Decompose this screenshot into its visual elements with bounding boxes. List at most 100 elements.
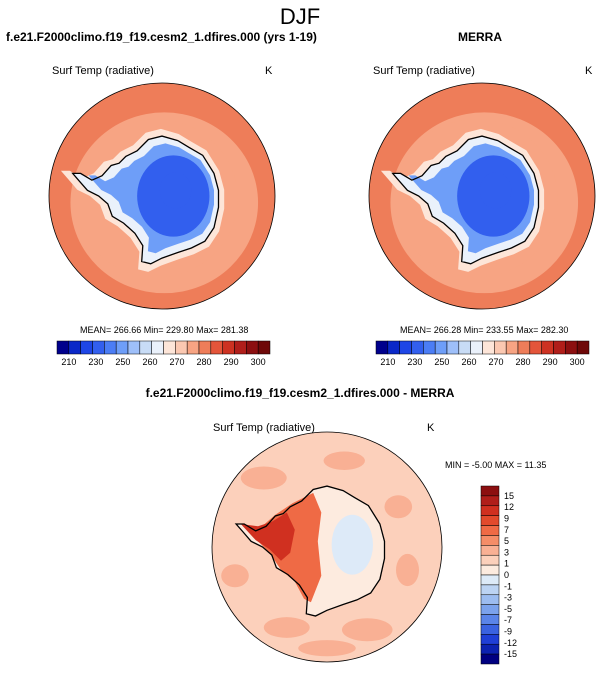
colorbar-swatch — [470, 340, 483, 355]
colorbar-swatch — [480, 604, 500, 615]
colorbar-swatch — [458, 340, 471, 355]
colorbar-swatch — [480, 653, 500, 665]
colorbar-swatch — [480, 594, 500, 605]
colorbar-swatch — [480, 485, 500, 497]
field-ocean-patch — [384, 495, 413, 519]
colorbar-swatch — [480, 564, 500, 576]
field-ocean-patch — [263, 617, 310, 638]
colorbar-swatch — [151, 340, 164, 355]
field-ocean-patch — [323, 451, 365, 470]
field-ocean-patch — [240, 466, 287, 490]
field-ocean-patch — [341, 618, 393, 642]
colorbar-tick-label: 250 — [434, 357, 449, 367]
panel-3-variable-label: Surf Temp (radiative) — [213, 422, 315, 434]
colorbar-tick-label: 280 — [197, 357, 212, 367]
colorbar-swatch — [222, 340, 235, 355]
colorbar-swatch — [163, 340, 176, 355]
field-interior-min — [159, 172, 192, 209]
colorbar-swatch — [434, 340, 448, 355]
colorbar-tick-label: 210 — [380, 357, 395, 367]
colorbar-tick-label: -12 — [504, 638, 517, 648]
colorbar-tick-label: 9 — [504, 513, 509, 523]
colorbar-tick-label: 3 — [504, 547, 509, 557]
map-2 — [368, 82, 596, 310]
colorbar-swatch — [411, 340, 424, 355]
colorbar-swatch — [92, 340, 105, 355]
colorbar-swatch — [446, 340, 460, 355]
map-border — [211, 431, 443, 663]
colorbar-tick-label: 0 — [504, 570, 509, 580]
colorbar-tick-label: -5 — [504, 604, 512, 614]
panel-2-variable-label: Surf Temp (radiative) — [373, 65, 475, 77]
panel-1-title: f.e21.F2000climo.f19_f19.cesm2_1.dfires.… — [6, 30, 317, 44]
panel-1-variable-label: Surf Temp (radiative) — [52, 65, 154, 77]
colorbar-swatch — [480, 554, 500, 566]
coastline — [391, 135, 540, 265]
field-ocean-patch — [396, 553, 419, 587]
panel-2-title: MERRA — [458, 30, 502, 44]
colorbar-swatch — [198, 340, 212, 355]
colorbar-tick-label: 15 — [504, 491, 514, 501]
panel-1-units-label: K — [265, 65, 273, 77]
colorbar-swatch — [175, 340, 188, 355]
map-border — [48, 82, 276, 310]
colorbar-swatch — [482, 340, 495, 355]
colorbar-tick-label: 290 — [224, 357, 239, 367]
panel-2-stats: MEAN= 266.28 Min= 233.55 Max= 282.30 — [400, 325, 569, 335]
colorbar-swatch — [56, 340, 70, 355]
colorbar-swatch — [68, 340, 81, 355]
colorbar-swatch — [480, 535, 500, 546]
colorbar-swatch — [234, 340, 247, 355]
colorbar-swatch — [423, 340, 436, 355]
colorbar-swatch — [480, 634, 500, 645]
colorbar-tick-label: 260 — [142, 357, 157, 367]
colorbar-swatch — [480, 643, 500, 655]
colorbar-tick-label: -9 — [504, 627, 512, 637]
panel-3-units-label: K — [427, 422, 435, 434]
colorbar-swatch — [541, 340, 554, 355]
colorbar-swatch — [480, 495, 500, 507]
field-interior-min — [479, 172, 512, 209]
colorbar-tick-label: 7 — [504, 525, 509, 535]
colorbar-swatch — [375, 340, 389, 355]
field-ocean-patch — [298, 640, 356, 657]
panel-3-stats: MIN = -5.00 MAX = 11.35 — [445, 460, 547, 470]
panel-3-title: f.e21.F2000climo.f19_f19.cesm2_1.dfires.… — [145, 386, 455, 400]
colorbar-tick-label: 230 — [407, 357, 422, 367]
colorbar-tick-label: 270 — [489, 357, 504, 367]
colorbar-swatch — [553, 340, 566, 355]
colorbar-swatch — [387, 340, 400, 355]
colorbar-1: 210 230 250 260 270 280 290 300 — [56, 340, 271, 367]
colorbar-tick-label: -7 — [504, 615, 512, 625]
colorbar-swatch — [529, 340, 542, 355]
field-ocean-patch — [221, 564, 249, 588]
colorbar-tick-label: 210 — [61, 357, 76, 367]
colorbar-swatch — [565, 340, 578, 355]
colorbar-swatch — [480, 515, 500, 526]
colorbar-tick-label: 5 — [504, 536, 509, 546]
colorbar-tick-label: 250 — [115, 357, 130, 367]
colorbar-swatch — [115, 340, 129, 355]
colorbar-tick-label: 280 — [516, 357, 531, 367]
page-title: DJF — [279, 4, 321, 29]
colorbar-swatch — [210, 340, 223, 355]
colorbar-tick-label: 290 — [543, 357, 558, 367]
colorbar-swatch — [246, 340, 259, 355]
map-border — [368, 82, 596, 310]
field-east-interior — [331, 514, 373, 575]
colorbar-tick-label: -3 — [504, 593, 512, 603]
colorbar-swatch — [480, 525, 500, 536]
colorbar-tick-label: 300 — [251, 357, 266, 367]
colorbar-2: 210 230 250 260 270 280 290 300 — [375, 340, 590, 367]
colorbar-swatch — [480, 624, 500, 635]
colorbar-swatch — [480, 574, 500, 586]
colorbar-tick-label: 230 — [88, 357, 103, 367]
colorbar-tick-label: -15 — [504, 649, 517, 659]
field-antarctic-peninsula — [240, 512, 295, 561]
colorbar-swatch — [104, 340, 117, 355]
panel-2-units-label: K — [585, 65, 593, 77]
map-1 — [48, 82, 276, 310]
colorbar-swatch — [480, 614, 500, 625]
colorbar-swatch — [186, 340, 200, 355]
